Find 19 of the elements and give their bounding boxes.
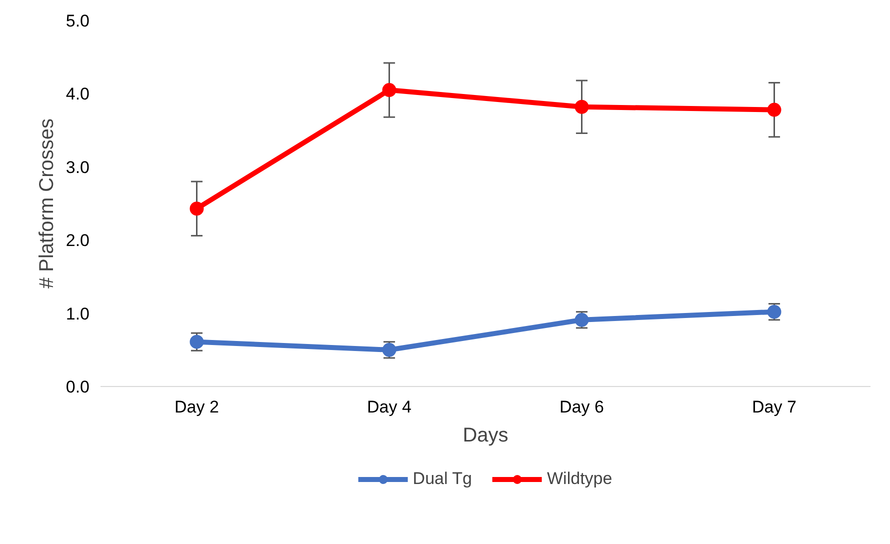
x-tick-label: Day 4: [367, 398, 412, 416]
point: [190, 202, 204, 216]
x-tick-label: Day 2: [174, 398, 219, 416]
x-axis-title: Days: [462, 424, 508, 446]
x-tick-label: Day 6: [560, 398, 604, 416]
y-tick-label: 0.0: [66, 378, 90, 396]
y-axis-title: # Platform Crosses: [36, 118, 58, 289]
point: [190, 334, 204, 349]
y-tick-label: 5.0: [66, 12, 90, 30]
y-tick-label: 2.0: [66, 231, 90, 250]
y-tick-label: 4.0: [66, 84, 90, 104]
y-tick-label: 3.0: [66, 158, 90, 177]
point: [767, 102, 782, 117]
y-tick-label: 1.0: [66, 304, 90, 324]
x-tick-label: Day 7: [752, 398, 796, 416]
legend-label: Wildtype: [547, 469, 612, 489]
point: [574, 100, 589, 114]
legend-label: Dual Tg: [412, 469, 472, 489]
point: [382, 83, 396, 98]
